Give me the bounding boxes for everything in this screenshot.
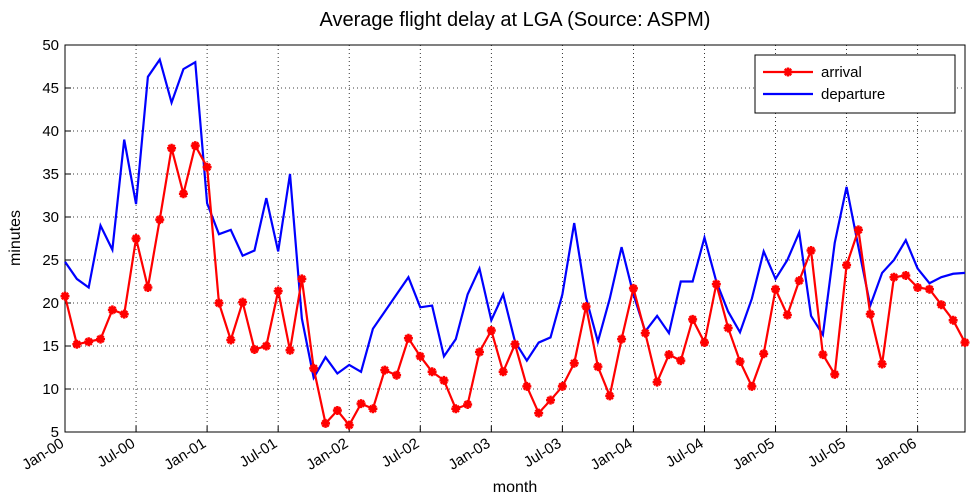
point-marker [853, 225, 863, 235]
point-marker [652, 377, 662, 387]
point-marker [309, 363, 319, 373]
y-tick-label: 35 [42, 166, 59, 183]
point-marker [794, 276, 804, 286]
point-marker [605, 391, 615, 401]
chart-title: Average flight delay at LGA (Source: ASP… [320, 9, 711, 31]
y-axis-label: minutes [7, 210, 24, 266]
y-tick-label: 15 [42, 338, 59, 355]
point-marker [842, 260, 852, 270]
point-marker [119, 309, 129, 319]
y-tick-label: 30 [42, 209, 59, 226]
point-marker [593, 362, 603, 372]
point-marker [901, 270, 911, 280]
point-marker [72, 339, 82, 349]
y-tick-label: 45 [42, 80, 59, 97]
point-marker [392, 370, 402, 380]
point-marker [107, 305, 117, 315]
point-marker [557, 381, 567, 391]
point-marker [628, 283, 638, 293]
legend-box [754, 54, 956, 114]
point-marker [818, 350, 828, 360]
point-marker [368, 404, 378, 414]
point-marker [676, 356, 686, 366]
point-marker [735, 356, 745, 366]
point-marker [889, 272, 899, 282]
point-marker [226, 335, 236, 345]
point-marker [664, 350, 674, 360]
point-marker [238, 297, 248, 307]
point-marker [569, 358, 579, 368]
point-marker [178, 189, 188, 199]
point-marker [451, 404, 461, 414]
point-marker [190, 141, 200, 151]
point-marker [415, 351, 425, 361]
point-marker [214, 298, 224, 308]
point-marker [321, 418, 331, 428]
point-marker [924, 284, 934, 294]
point-marker [285, 345, 295, 355]
point-marker [546, 395, 556, 405]
point-marker [522, 381, 532, 391]
plot-frame [64, 44, 966, 433]
point-marker [699, 338, 709, 348]
point-marker [723, 323, 733, 333]
point-marker [936, 300, 946, 310]
y-tick-label: 20 [42, 295, 59, 312]
y-tick-label: 10 [42, 381, 59, 398]
point-marker [427, 367, 437, 377]
point-marker [948, 315, 958, 325]
legend-label: arrival [821, 64, 862, 81]
point-marker [486, 326, 496, 336]
point-marker [96, 334, 106, 344]
point-marker [581, 301, 591, 311]
point-marker [771, 284, 781, 294]
point-marker [960, 338, 970, 348]
point-marker [202, 162, 212, 172]
point-marker [463, 399, 473, 409]
point-marker [534, 408, 544, 418]
point-marker [332, 406, 342, 415]
point-marker [356, 399, 366, 409]
point-marker [380, 365, 390, 375]
point-marker [403, 333, 413, 343]
legend-label: departure [821, 86, 885, 103]
y-tick-label: 5 [51, 424, 59, 441]
point-marker [439, 375, 449, 385]
point-marker [782, 310, 792, 320]
point-marker [913, 283, 923, 293]
point-marker [249, 344, 259, 354]
point-marker [131, 234, 141, 243]
point-marker [344, 420, 354, 430]
point-marker [640, 328, 650, 338]
point-marker [747, 381, 757, 391]
point-marker [510, 339, 520, 349]
point-marker [60, 291, 70, 301]
point-marker [806, 246, 816, 256]
point-marker [865, 309, 875, 319]
point-marker [261, 341, 271, 351]
point-marker [617, 334, 627, 344]
legend-marker [783, 67, 793, 77]
point-marker [167, 143, 177, 153]
point-marker [474, 347, 484, 357]
point-marker [877, 359, 887, 369]
point-marker [297, 274, 307, 284]
y-tick-label: 25 [42, 252, 59, 269]
point-marker [498, 367, 508, 377]
x-axis-label: month [493, 479, 537, 496]
point-marker [830, 369, 840, 379]
point-marker [84, 337, 94, 347]
y-tick-label: 50 [42, 37, 59, 54]
point-marker [155, 215, 165, 225]
point-marker [143, 283, 153, 293]
y-tick-label: 40 [42, 123, 59, 140]
point-marker [273, 286, 283, 296]
point-marker [759, 349, 769, 359]
point-marker [711, 279, 721, 289]
point-marker [688, 314, 698, 324]
